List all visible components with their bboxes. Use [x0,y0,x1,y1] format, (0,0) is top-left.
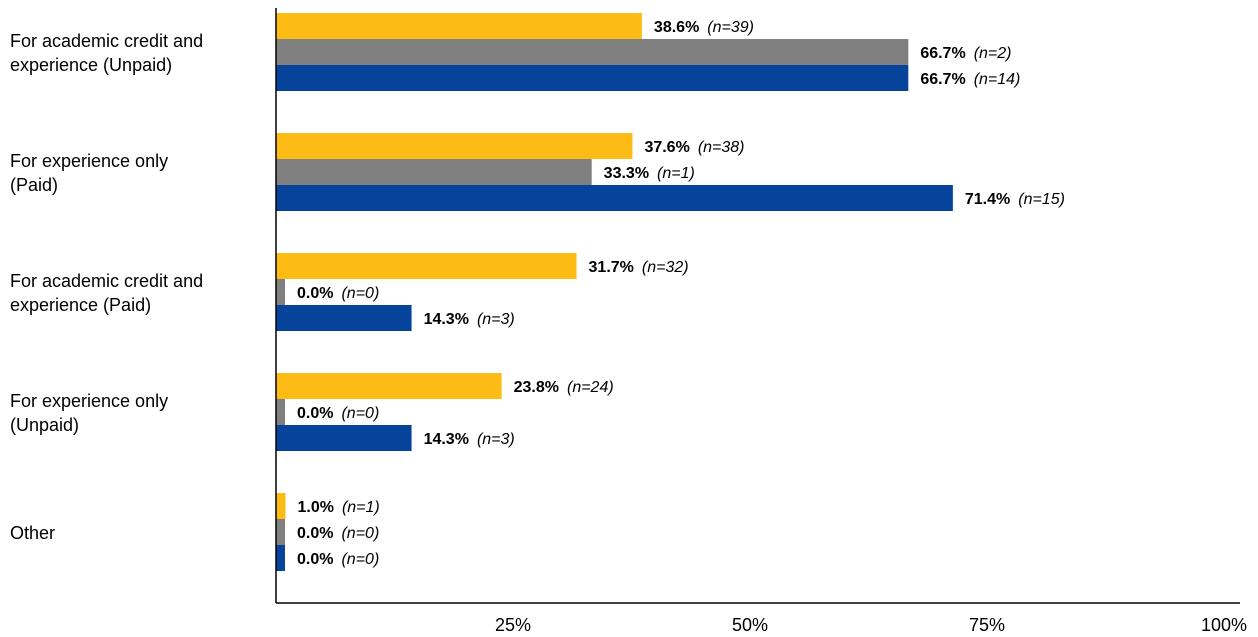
bar [276,13,642,39]
n-count-label: (n=14) [974,71,1021,88]
n-count-label: (n=1) [342,499,380,516]
x-tick-label: 50% [732,615,768,635]
data-label: 14.3% [424,311,469,328]
bar [276,253,577,279]
bar [276,519,285,545]
category-label: experience (Unpaid) [10,55,172,75]
category-label: (Unpaid) [10,415,79,435]
data-label: 0.0% [297,525,333,542]
category-labels-layer: For academic credit and experience (Unpai… [10,31,203,543]
n-count-label: (n=24) [567,379,614,396]
bar [276,545,285,571]
axis-layer: 25% 50% 75% 100% [275,8,1247,635]
bar [276,133,633,159]
data-label: 0.0% [297,285,333,302]
bars-layer [276,13,953,571]
n-count-label: (n=32) [642,259,689,276]
bar [276,399,285,425]
category-label: For academic credit and [10,31,203,51]
bar [276,425,412,451]
x-tick-label: 25% [495,615,531,635]
x-tick-label: 100% [1201,615,1247,635]
data-label: 66.7% [920,45,965,62]
data-label: 23.8% [514,379,559,396]
n-count-label: (n=0) [341,551,379,568]
n-count-label: (n=2) [974,45,1012,62]
bar [276,65,909,91]
bar [276,159,592,185]
n-count-label: (n=39) [707,19,754,36]
n-count-label: (n=3) [477,311,515,328]
data-label: 14.3% [424,431,469,448]
value-labels-layer: 38.6% (n=39) 66.7% (n=2) 66.7% (n=14) 37.6% (n=… [297,19,1065,568]
data-label: 1.0% [297,499,333,516]
data-label: 38.6% [654,19,699,36]
x-tick-label: 75% [969,615,1005,635]
bar [276,39,909,65]
data-label: 0.0% [297,405,333,422]
category-label: For academic credit and [10,271,203,291]
category-label: Other [10,523,55,543]
data-label: 37.6% [644,139,689,156]
data-label: 0.0% [297,551,333,568]
n-count-label: (n=0) [341,525,379,542]
category-label: For experience only [10,151,168,171]
data-label: 66.7% [920,71,965,88]
data-label: 33.3% [604,165,649,182]
bar [276,373,502,399]
category-label: (Paid) [10,175,58,195]
bar [276,305,412,331]
category-label: For experience only [10,391,168,411]
n-count-label: (n=0) [341,285,379,302]
bar [276,493,286,519]
bar [276,185,953,211]
data-label: 31.7% [589,259,634,276]
n-count-label: (n=3) [477,431,515,448]
n-count-label: (n=38) [698,139,745,156]
n-count-label: (n=15) [1018,191,1065,208]
bar [276,279,285,305]
n-count-label: (n=1) [657,165,695,182]
n-count-label: (n=0) [341,405,379,422]
category-label: experience (Paid) [10,295,151,315]
data-label: 71.4% [965,191,1010,208]
